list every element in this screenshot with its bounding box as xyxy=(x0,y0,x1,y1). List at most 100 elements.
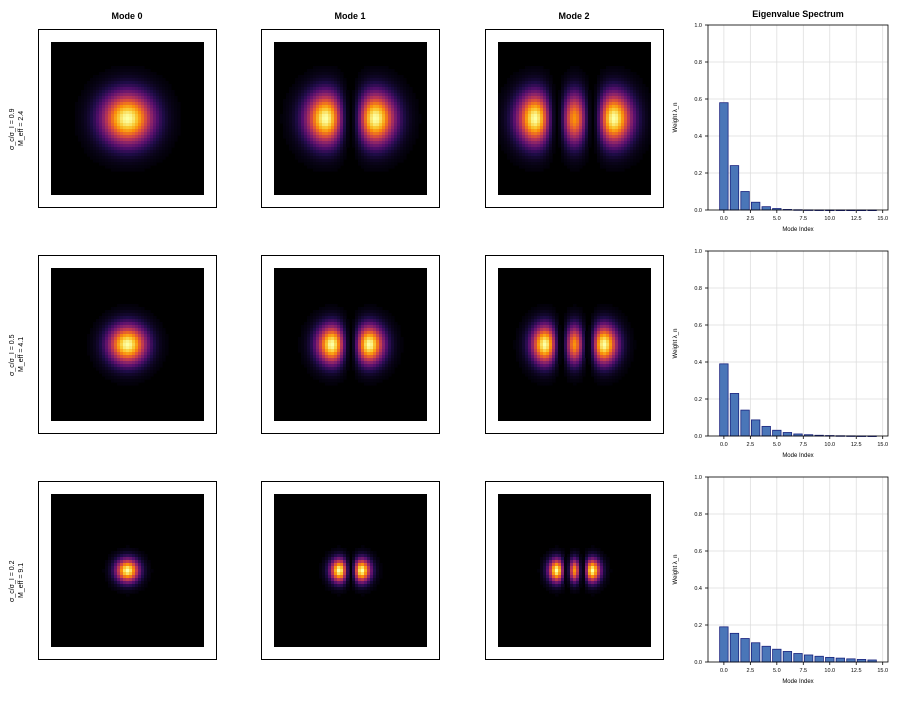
y-tick-label-3: 0.6 xyxy=(694,323,702,329)
bar-4 xyxy=(761,206,771,211)
y-tick-label-4: 0.8 xyxy=(694,286,702,292)
x-axis-label: Mode Index xyxy=(782,227,813,233)
bar-6 xyxy=(782,651,793,663)
x-tick-label-4: 10.0 xyxy=(824,216,835,222)
bar-7 xyxy=(793,653,803,663)
bar-6 xyxy=(782,432,793,437)
y-tick-label-0: 0.0 xyxy=(694,208,702,214)
axes-frame xyxy=(707,476,889,663)
bar-4 xyxy=(761,425,771,437)
y-tick-label-3: 0.6 xyxy=(694,97,702,103)
bar-1 xyxy=(729,165,740,211)
column-title-mode-2: Mode 2 xyxy=(558,11,590,21)
row-label-1-meff: M_eff = 4.1 xyxy=(18,336,25,372)
bar-9 xyxy=(814,655,824,663)
row-label-0-ratio: σ_c/σ_I = 0.9 xyxy=(9,108,16,150)
bar-0 xyxy=(719,102,729,211)
bar-10 xyxy=(825,656,835,663)
bar-11 xyxy=(835,657,845,663)
y-tick-label-5: 1.0 xyxy=(694,249,702,255)
spectrum-chart-2: 0.0 0.2 0.4 0.6 0.8 1.0 0.0 2.5 5.0 7.5 10.0 12.5 15… xyxy=(673,475,889,685)
x-tick-label-5: 12.5 xyxy=(851,442,862,448)
row-label-1: σ_c/σ_I = 0.5 M_eff = 4.1 xyxy=(8,334,26,376)
mode-0-row-2-image xyxy=(51,494,204,647)
y-axis-label: Weight λ_n xyxy=(673,555,679,585)
axes-frame xyxy=(707,24,889,211)
mode-1-row-2-frame xyxy=(261,481,440,660)
y-tick-label-4: 0.8 xyxy=(694,512,702,518)
mode-1-row-0-image xyxy=(274,42,427,195)
y-tick-label-5: 1.0 xyxy=(694,23,702,29)
y-tick-label-5: 1.0 xyxy=(694,475,702,481)
bar-4 xyxy=(761,645,771,663)
x-axis-label: Mode Index xyxy=(782,679,813,685)
x-tick-label-5: 12.5 xyxy=(851,668,862,674)
x-tick-label-0: 0.0 xyxy=(720,668,728,674)
row-label-2: σ_c/σ_I = 0.2 M_eff = 9.1 xyxy=(8,560,26,602)
bar-12 xyxy=(846,658,856,663)
row-label-2-meff: M_eff = 9.1 xyxy=(18,562,25,598)
mode-0-row-0-frame xyxy=(38,29,217,208)
bar-3 xyxy=(751,642,761,663)
bar-2 xyxy=(740,638,750,663)
y-tick-label-2: 0.4 xyxy=(694,360,702,366)
mode-0-row-1-image xyxy=(51,268,204,421)
y-axis-label: Weight λ_n xyxy=(673,329,679,359)
axes-frame xyxy=(707,250,889,437)
row-label-2-ratio: σ_c/σ_I = 0.2 xyxy=(9,560,16,602)
x-tick-label-3: 7.5 xyxy=(799,668,807,674)
y-axis-label: Weight λ_n xyxy=(673,103,679,133)
bar-3 xyxy=(751,419,761,437)
column-title-mode-1: Mode 1 xyxy=(334,11,366,21)
x-axis-label: Mode Index xyxy=(782,453,813,459)
x-tick-label-2: 5.0 xyxy=(773,668,781,674)
x-tick-label-4: 10.0 xyxy=(824,668,835,674)
mode-1-row-2-image xyxy=(274,494,427,647)
spectrum-chart-1: 0.0 0.2 0.4 0.6 0.8 1.0 0.0 2.5 5.0 7.5 10.0 12.5 15… xyxy=(673,249,889,459)
x-tick-label-3: 7.5 xyxy=(799,216,807,222)
bar-5 xyxy=(772,429,782,437)
bar-5 xyxy=(772,648,782,663)
mode-2-row-0-image xyxy=(498,42,651,195)
x-tick-label-2: 5.0 xyxy=(773,442,781,448)
row-label-0-meff: M_eff = 2.4 xyxy=(18,110,25,146)
mode-1-row-1-image xyxy=(274,268,427,421)
bar-3 xyxy=(751,201,761,211)
x-tick-label-6: 15.0 xyxy=(877,216,888,222)
x-tick-label-0: 0.0 xyxy=(720,216,728,222)
x-tick-label-6: 15.0 xyxy=(877,442,888,448)
x-tick-label-6: 15.0 xyxy=(877,668,888,674)
mode-0-row-1-frame xyxy=(38,255,217,434)
y-tick-label-2: 0.4 xyxy=(694,586,702,592)
y-tick-label-0: 0.0 xyxy=(694,434,702,440)
mode-1-row-1-frame xyxy=(261,255,440,434)
mode-2-row-1-image xyxy=(498,268,651,421)
x-tick-label-1: 2.5 xyxy=(747,668,755,674)
bar-1 xyxy=(729,632,740,663)
bar-0 xyxy=(719,363,729,437)
x-tick-label-1: 2.5 xyxy=(747,216,755,222)
mode-0-row-2-frame xyxy=(38,481,217,660)
y-tick-label-3: 0.6 xyxy=(694,549,702,555)
mode-1-row-0-frame xyxy=(261,29,440,208)
y-tick-label-1: 0.2 xyxy=(694,397,702,403)
mode-2-row-2-frame xyxy=(485,481,664,660)
y-tick-label-1: 0.2 xyxy=(694,171,702,177)
x-tick-label-0: 0.0 xyxy=(720,442,728,448)
spectrum-title: Eigenvalue Spectrum xyxy=(752,9,844,19)
bar-8 xyxy=(803,654,814,663)
mode-0-row-0-image xyxy=(51,42,204,195)
y-tick-label-1: 0.2 xyxy=(694,623,702,629)
y-tick-label-0: 0.0 xyxy=(694,660,702,666)
bar-0 xyxy=(719,626,729,663)
spectrum-chart-0: 0.0 0.2 0.4 0.6 0.8 1.0 0.0 2.5 5.0 7.5 10.0 12.5 15… xyxy=(673,23,889,233)
x-tick-label-2: 5.0 xyxy=(773,216,781,222)
mode-2-row-2-image xyxy=(498,494,651,647)
row-label-1-ratio: σ_c/σ_I = 0.5 xyxy=(9,334,16,376)
x-tick-label-4: 10.0 xyxy=(824,442,835,448)
y-tick-label-4: 0.8 xyxy=(694,60,702,66)
x-tick-label-1: 2.5 xyxy=(747,442,755,448)
y-tick-label-2: 0.4 xyxy=(694,134,702,140)
row-label-0: σ_c/σ_I = 0.9 M_eff = 2.4 xyxy=(8,108,26,150)
mode-2-row-0-frame xyxy=(485,29,664,208)
